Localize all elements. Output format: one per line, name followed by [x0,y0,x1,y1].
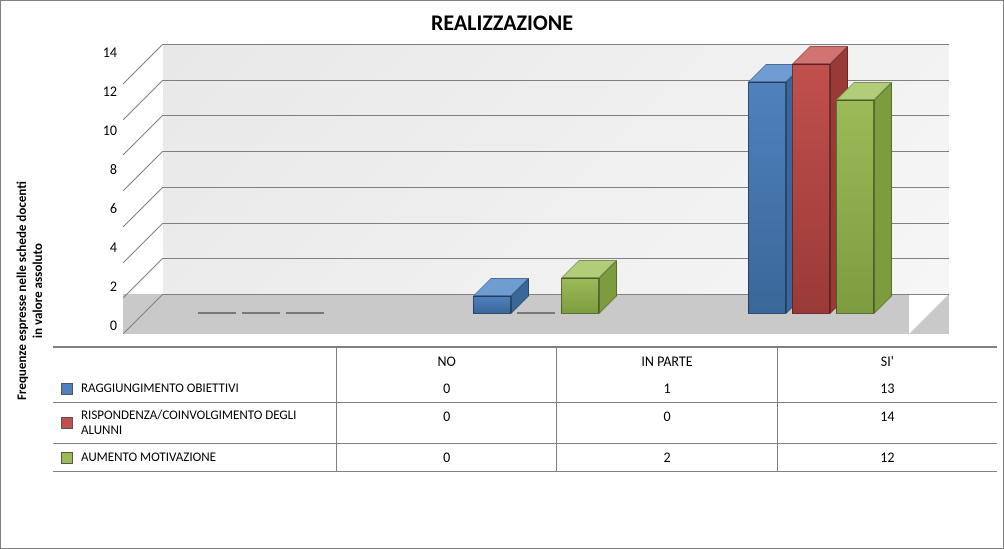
series-name: RAGGIUNGIMENTO OBIETTIVI [81,381,239,396]
series-label: RAGGIUNGIMENTO OBIETTIVI [53,375,336,402]
series-label: AUMENTO MOTIVAZIONE [53,444,336,471]
y-tick: 8 [110,161,117,178]
y-tick: 10 [103,122,117,139]
bar-group [674,44,949,334]
table-row: AUMENTO MOTIVAZIONE 0212 [53,444,997,472]
legend-marker [61,452,73,464]
table-cell: 0 [336,375,556,402]
chart-container: REALIZZAZIONE Frequenze espresse nelle s… [0,0,1004,549]
y-tick: 14 [103,44,117,61]
table-cell: 0 [336,444,556,471]
legend-marker [61,417,73,429]
table-cell: 0 [336,403,556,443]
table-row: RAGGIUNGIMENTO OBIETTIVI 0113 [53,375,997,403]
y-tick: 12 [103,83,117,100]
y-tick: 4 [110,239,117,256]
y-tick: 2 [110,278,117,295]
table-corner-empty [53,348,336,375]
table-row: RISPONDENZA/COINVOLGIMENTO DEGLI ALUNNI 0… [53,403,997,444]
table-cell: 1 [556,375,776,402]
data-table: NOIN PARTESI' RAGGIUNGIMENTO OBIETTIVI01… [53,346,997,472]
bar-group [123,44,398,334]
table-cell: 14 [777,403,997,443]
chart-right: 14121086420 NOIN PARTESI' RAGGIUNGIMENTO… [53,44,997,537]
chart-zone: 14 12 10 8 6 4 2 0 [53,44,997,344]
series-label: RISPONDENZA/COINVOLGIMENTO DEGLI ALUNNI [53,403,336,443]
chart-title: REALIZZAZIONE [1,1,1003,44]
table-cell: 12 [777,444,997,471]
chart-content: Frequenze espresse nelle schede docenti … [1,44,1003,543]
y-axis-label: Frequenze espresse nelle schede docenti … [14,181,45,400]
y-tick: 0 [110,317,117,334]
plot-area [123,44,997,334]
plot-inner [123,44,949,334]
ylabel-line2: in valore assoluto [30,243,45,338]
y-axis-ticks: 14 12 10 8 6 4 2 0 [53,44,123,344]
table-cell: 13 [777,375,997,402]
table-header-cell: NO [336,348,556,375]
table-header-cell: SI' [777,348,997,375]
table-cell: 0 [556,403,776,443]
legend-marker [61,383,73,395]
table-cell: 2 [556,444,776,471]
series-name: RISPONDENZA/COINVOLGIMENTO DEGLI ALUNNI [81,408,328,438]
table-header-row: NOIN PARTESI' [53,348,997,375]
ylabel-line1: Frequenze espresse nelle schede docenti [14,181,29,400]
y-tick: 6 [110,200,117,217]
bar-group [398,44,673,334]
table-header-cell: IN PARTE [556,348,776,375]
ylabel-wrap: Frequenze espresse nelle schede docenti … [7,44,53,537]
series-name: AUMENTO MOTIVAZIONE [81,450,216,465]
